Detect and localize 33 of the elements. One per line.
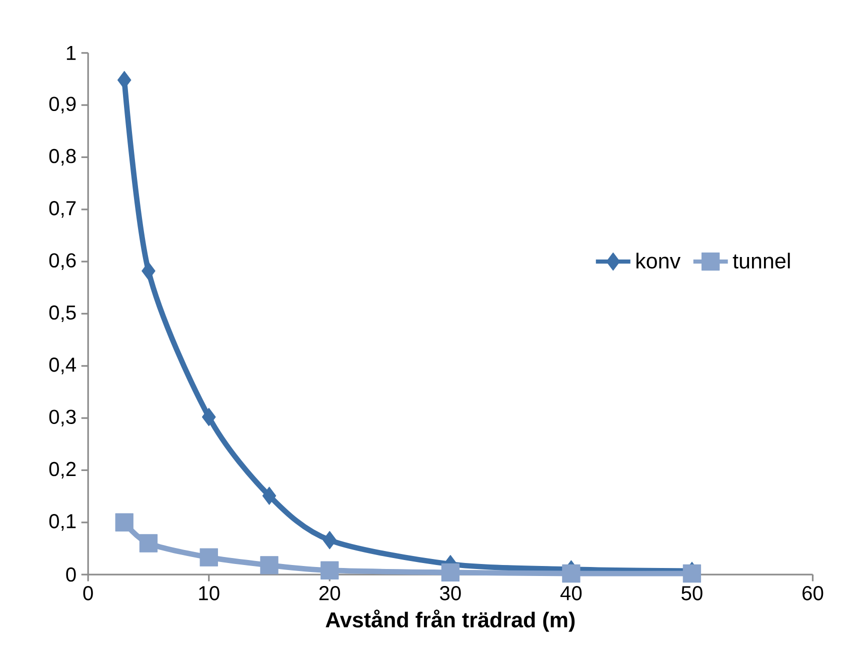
y-tick-label: 0,6 [49,253,76,270]
point [115,513,134,532]
point [320,561,339,580]
x-tick-label: 50 [682,586,702,600]
x-tick-label: 0 [83,586,93,600]
y-tick-label: 0,7 [49,201,76,218]
legend-label: konv [636,252,681,269]
x-tick-label: 40 [560,586,582,600]
x-axis-title: Avstånd från trädrad (m) [326,610,575,632]
point [202,408,216,426]
x-tick-label: 20 [319,586,340,600]
point [260,556,278,574]
point [142,262,156,280]
point [322,531,337,550]
legend-label: tunnel [732,252,790,269]
y-tick-label: 0,2 [49,462,76,479]
point [441,564,460,582]
y-tick-label: 0,5 [49,306,76,322]
x-tick-label: 60 [802,586,824,600]
x-tick-label: 10 [199,586,220,600]
y-tick-label: 0,9 [49,96,76,114]
y-tick-label: 0 [66,568,76,582]
point [562,564,580,583]
point [200,548,218,567]
point [262,486,276,506]
y-tick-label: 0,1 [49,514,76,531]
point [139,534,158,553]
y-tick-label: 0,3 [49,410,76,427]
y-tick-label: 0,4 [49,358,76,374]
y-tick-label: 0,8 [49,149,76,166]
y-tick-label: 1 [66,46,76,60]
point [682,564,702,583]
x-tick-label: 30 [440,586,461,600]
